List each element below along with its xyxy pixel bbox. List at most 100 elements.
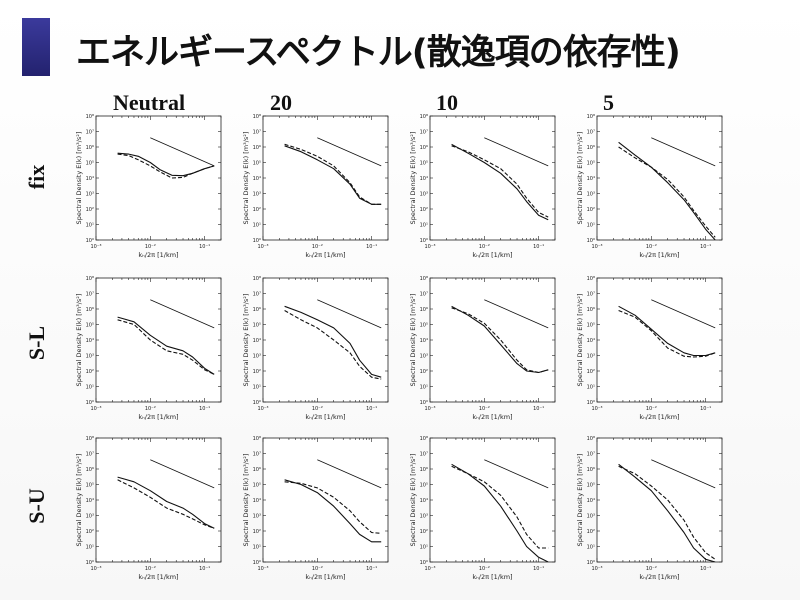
series-line-solid: [284, 145, 382, 205]
y-tick-label: 10⁵: [587, 323, 595, 329]
column-label-10: 10: [436, 90, 458, 115]
x-tick-label: 10⁻³: [424, 406, 435, 412]
y-tick-label: 10³: [587, 514, 595, 520]
y-tick-label: 10⁸: [253, 276, 261, 282]
column-label-20: 20: [270, 90, 292, 115]
panel-s-u-5-plot: 10⁰ 10¹ 10² 10³ 10⁴ 10⁵ 10⁶ 10⁷ 10⁸ 10⁻³ 10⁻² 10⁻¹ S…: [576, 436, 723, 581]
y-tick-label: 10⁸: [86, 114, 94, 120]
y-tick-label: 10²: [420, 369, 428, 375]
x-axis-label: kₕ/2π [1/km]: [305, 573, 345, 581]
y-tick-label: 10³: [86, 354, 94, 360]
series-line-solid: [284, 305, 382, 378]
y-tick-label: 10⁶: [86, 145, 94, 151]
y-axis-label: Spectral Density E(k) [m³/s²]: [576, 132, 584, 225]
panel-fix-neutral: 10⁰ 10¹ 10² 10³ 10⁴ 10⁵ 10⁶ 10⁷ 10⁸ 10⁻³ 10⁻² 10⁻¹ S…: [75, 114, 222, 259]
series-line-reference: [317, 299, 382, 329]
y-tick-label: 10⁷: [420, 452, 428, 458]
y-tick-label: 10⁵: [587, 161, 595, 167]
x-tick-label: 10⁻³: [591, 244, 602, 250]
series-line-dashed: [284, 481, 382, 534]
y-tick-label: 10⁶: [587, 467, 595, 473]
x-tick-label: 10⁻¹: [199, 244, 210, 250]
y-tick-label: 10²: [587, 529, 595, 535]
y-axis-label: Spectral Density E(k) [m³/s²]: [75, 454, 83, 547]
y-tick-label: 10¹: [86, 545, 94, 551]
panel-s-u-10: 10⁰ 10¹ 10² 10³ 10⁴ 10⁵ 10⁶ 10⁷ 10⁸ 10⁻³ 10⁻² 10⁻¹ S…: [409, 436, 556, 581]
y-axis-label: Spectral Density E(k) [m³/s²]: [242, 454, 250, 547]
y-tick-label: 10¹: [587, 545, 595, 551]
x-axis-label: kₕ/2π [1/km]: [639, 573, 679, 581]
x-tick-label: 10⁻¹: [199, 566, 210, 572]
y-tick-label: 10³: [253, 192, 261, 198]
plot-frame: [429, 115, 556, 241]
y-tick-label: 10⁸: [253, 436, 261, 442]
x-tick-label: 10⁻³: [90, 244, 101, 250]
x-tick-label: 10⁻¹: [533, 566, 544, 572]
series-line-reference: [484, 137, 549, 167]
y-tick-label: 10⁰: [86, 238, 94, 244]
y-tick-label: 10⁸: [86, 276, 94, 282]
y-tick-label: 10⁰: [420, 560, 428, 566]
slide-title: エネルギースペクトル(散逸項の依存性): [76, 33, 681, 73]
title-accent-bar: [22, 18, 50, 76]
x-tick-label: 10⁻¹: [533, 406, 544, 412]
panel-fix-5-plot: 10⁰ 10¹ 10² 10³ 10⁴ 10⁵ 10⁶ 10⁷ 10⁸ 10⁻³ 10⁻² 10⁻¹ S…: [576, 114, 723, 259]
y-tick-label: 10²: [587, 207, 595, 213]
y-tick-label: 10⁵: [86, 323, 94, 329]
y-tick-label: 10⁰: [587, 560, 595, 566]
y-tick-label: 10⁷: [587, 292, 595, 298]
panel-fix-10: 10⁰ 10¹ 10² 10³ 10⁴ 10⁵ 10⁶ 10⁷ 10⁸ 10⁻³ 10⁻² 10⁻¹ S…: [409, 114, 556, 259]
series-line-solid: [618, 305, 716, 357]
y-tick-label: 10¹: [420, 223, 428, 229]
plot-frame: [262, 277, 389, 403]
y-tick-label: 10⁵: [420, 483, 428, 489]
x-tick-label: 10⁻³: [257, 244, 268, 250]
series-line-dashed: [618, 309, 716, 358]
y-axis-label: Spectral Density E(k) [m³/s²]: [576, 294, 584, 387]
series-line-solid: [618, 141, 716, 240]
panel-s-l-neutral-plot: 10⁰ 10¹ 10² 10³ 10⁴ 10⁵ 10⁶ 10⁷ 10⁸ 10⁻³ 10⁻² 10⁻¹ S…: [75, 276, 222, 421]
y-tick-label: 10³: [420, 354, 428, 360]
y-tick-label: 10⁰: [420, 238, 428, 244]
column-label-neutral: Neutral: [113, 90, 186, 115]
y-tick-label: 10⁷: [86, 292, 94, 298]
series-line-solid: [451, 143, 549, 221]
y-tick-label: 10⁵: [86, 483, 94, 489]
row-label-s-l: S-L: [24, 325, 49, 361]
series-line-reference: [150, 459, 215, 489]
x-tick-label: 10⁻²: [479, 244, 490, 250]
panel-s-l-10-plot: 10⁰ 10¹ 10² 10³ 10⁴ 10⁵ 10⁶ 10⁷ 10⁸ 10⁻³ 10⁻² 10⁻¹ S…: [409, 276, 556, 421]
y-tick-label: 10⁴: [420, 498, 428, 504]
y-tick-label: 10⁰: [587, 400, 595, 406]
y-tick-label: 10⁷: [86, 452, 94, 458]
plot-frame: [429, 437, 556, 563]
y-tick-label: 10⁴: [420, 338, 428, 344]
y-tick-label: 10³: [587, 192, 595, 198]
y-tick-label: 10⁵: [253, 161, 261, 167]
plot-frame: [95, 115, 222, 241]
x-tick-label: 10⁻²: [145, 566, 156, 572]
y-tick-label: 10⁷: [420, 292, 428, 298]
series-line-reference: [484, 459, 549, 489]
panel-s-u-20-plot: 10⁰ 10¹ 10² 10³ 10⁴ 10⁵ 10⁶ 10⁷ 10⁸ 10⁻³ 10⁻² 10⁻¹ S…: [242, 436, 389, 581]
y-tick-label: 10⁴: [587, 338, 595, 344]
y-tick-label: 10⁴: [86, 338, 94, 344]
plot-frame: [429, 277, 556, 403]
panel-s-l-5: 10⁰ 10¹ 10² 10³ 10⁴ 10⁵ 10⁶ 10⁷ 10⁸ 10⁻³ 10⁻² 10⁻¹ S…: [576, 276, 723, 421]
y-tick-label: 10⁶: [587, 307, 595, 313]
y-tick-label: 10⁸: [587, 114, 595, 120]
y-tick-label: 10¹: [86, 223, 94, 229]
series-line-reference: [317, 137, 382, 167]
x-tick-label: 10⁻¹: [700, 406, 711, 412]
y-tick-label: 10¹: [253, 545, 261, 551]
x-axis-label: kₕ/2π [1/km]: [138, 413, 178, 421]
y-tick-label: 10⁴: [253, 498, 261, 504]
x-tick-label: 10⁻¹: [700, 566, 711, 572]
row-label-fix: fix: [24, 164, 49, 190]
y-tick-label: 10⁷: [253, 452, 261, 458]
x-tick-label: 10⁻³: [424, 566, 435, 572]
panel-s-l-10: 10⁰ 10¹ 10² 10³ 10⁴ 10⁵ 10⁶ 10⁷ 10⁸ 10⁻³ 10⁻² 10⁻¹ S…: [409, 276, 556, 421]
y-tick-label: 10¹: [86, 385, 94, 391]
y-tick-label: 10⁷: [86, 130, 94, 136]
x-tick-label: 10⁻³: [591, 406, 602, 412]
